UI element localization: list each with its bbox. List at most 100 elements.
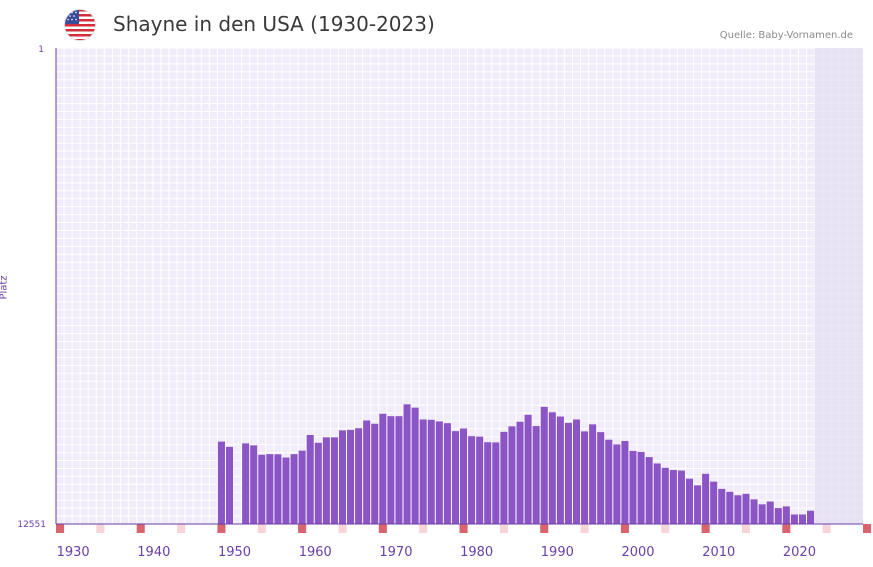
bar-1949 xyxy=(225,446,234,524)
bar-1998 xyxy=(621,440,629,524)
bar-1983 xyxy=(500,431,508,524)
bar-1988 xyxy=(540,406,548,524)
bar-1953 xyxy=(258,454,266,524)
bar-1990 xyxy=(556,416,564,524)
bar-1997 xyxy=(613,444,621,524)
bar-2011 xyxy=(726,491,734,524)
source-note: Quelle: Baby-Vornamen.de xyxy=(719,30,853,41)
bar-1969 xyxy=(387,416,395,524)
x-tick-label-1990: 1990 xyxy=(541,545,574,560)
x-tick-label-2010: 2010 xyxy=(702,545,735,560)
x-tick-label-2000: 2000 xyxy=(621,545,654,560)
bar-2019 xyxy=(790,514,798,524)
bar-1952 xyxy=(250,445,258,524)
x-tick-label-1950: 1950 xyxy=(218,545,251,560)
decade-marker-1978 xyxy=(459,524,468,533)
y-tick-labels: 1 12551 xyxy=(17,45,46,530)
bar-1956 xyxy=(282,457,290,524)
half-decade-marker-2003 xyxy=(661,524,670,533)
us-flag-icon xyxy=(64,9,96,41)
bar-1966 xyxy=(363,420,371,524)
bar-1982 xyxy=(492,442,500,524)
bar-1981 xyxy=(484,442,492,524)
bar-1975 xyxy=(435,421,443,524)
x-tick-label-1960: 1960 xyxy=(299,545,332,560)
bar-2003 xyxy=(661,467,669,524)
bars xyxy=(217,404,815,524)
bar-2007 xyxy=(694,485,702,524)
plot-grid xyxy=(55,47,864,525)
bar-2001 xyxy=(645,457,653,524)
decade-marker-1998 xyxy=(620,524,629,533)
bar-1987 xyxy=(532,426,540,524)
bar-1972 xyxy=(411,407,419,524)
bar-2013 xyxy=(742,493,750,524)
bar-1992 xyxy=(572,419,581,524)
bar-2009 xyxy=(710,481,718,524)
bar-1999 xyxy=(629,450,637,524)
bar-2002 xyxy=(653,463,661,524)
future-shade xyxy=(814,48,863,524)
decade-marker-2018 xyxy=(782,524,791,533)
bar-2020 xyxy=(798,514,807,524)
half-decade-marker-1953 xyxy=(257,524,266,533)
bar-2012 xyxy=(734,495,742,524)
bar-1971 xyxy=(403,404,411,524)
bar-1965 xyxy=(355,428,363,524)
x-tick-label-1930: 1930 xyxy=(57,545,90,560)
bar-2004 xyxy=(669,469,677,524)
decade-marker-1968 xyxy=(378,524,387,533)
bar-1957 xyxy=(290,454,298,524)
bar-1962 xyxy=(330,437,338,524)
decade-marker-2028 xyxy=(863,524,872,533)
x-tick-label-2020: 2020 xyxy=(783,545,816,560)
bar-1968 xyxy=(379,413,387,524)
bar-1994 xyxy=(589,424,597,524)
bar-1958 xyxy=(298,450,306,524)
shaded-region xyxy=(814,48,863,524)
bar-1964 xyxy=(347,429,355,524)
bar-1955 xyxy=(274,454,282,524)
y-tick-label-bottom: 12551 xyxy=(17,520,46,530)
half-decade-marker-1963 xyxy=(338,524,347,533)
x-tick-labels: 1930 1940 1950 1960 1970 1980 1990 2000 2010 2020 xyxy=(57,545,816,560)
bar-1993 xyxy=(581,431,589,524)
bar-1974 xyxy=(427,419,435,524)
bar-1986 xyxy=(524,414,532,524)
x-tick-label-1940: 1940 xyxy=(137,545,170,560)
decade-marker-1948 xyxy=(217,524,226,533)
bar-2018 xyxy=(782,506,790,524)
bar-2010 xyxy=(718,488,726,524)
bar-1996 xyxy=(605,439,613,524)
bar-2006 xyxy=(685,478,694,524)
bar-1961 xyxy=(322,437,330,524)
bar-1970 xyxy=(395,416,403,524)
bar-2000 xyxy=(637,451,645,524)
bar-1991 xyxy=(564,422,572,524)
x-tick-label-1970: 1970 xyxy=(379,545,412,560)
bar-1978 xyxy=(460,428,468,524)
bar-1985 xyxy=(516,421,524,524)
bar-2014 xyxy=(750,499,758,524)
bar-1995 xyxy=(597,432,605,524)
y-tick-label-top: 1 xyxy=(38,45,44,55)
decade-marker-1958 xyxy=(298,524,307,533)
bar-1948 xyxy=(217,441,225,524)
bar-2005 xyxy=(677,470,685,524)
decade-marker-1988 xyxy=(540,524,549,533)
bar-1959 xyxy=(306,435,314,524)
bar-2015 xyxy=(758,504,766,524)
half-decade-marker-1973 xyxy=(419,524,428,533)
bar-2021 xyxy=(807,510,815,524)
bar-2016 xyxy=(766,501,774,524)
bar-1980 xyxy=(476,436,484,524)
half-decade-marker-2023 xyxy=(822,524,831,533)
bar-1977 xyxy=(451,431,459,524)
decade-marker-1928 xyxy=(56,524,65,533)
half-decade-marker-2013 xyxy=(741,524,751,533)
half-decade-marker-1983 xyxy=(499,524,508,533)
bar-2008 xyxy=(702,473,710,524)
bar-1989 xyxy=(548,412,556,524)
bar-1954 xyxy=(266,454,274,524)
